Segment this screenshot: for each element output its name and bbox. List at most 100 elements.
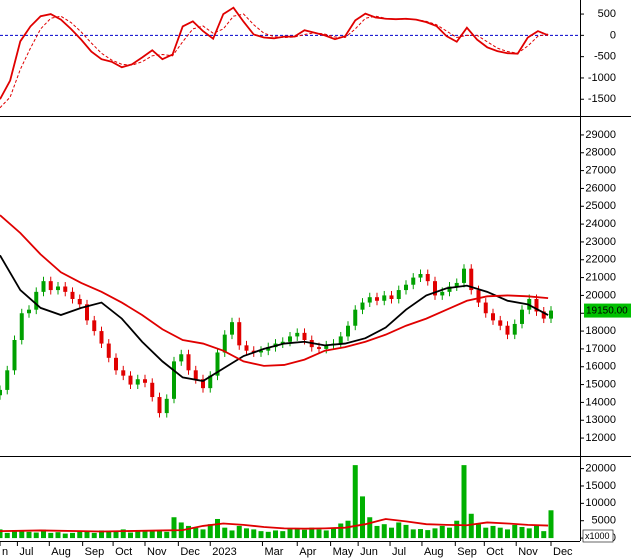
candle-body [324,345,329,349]
volume-bar [381,524,387,539]
candle-body [244,345,249,351]
volume-bar [360,496,365,539]
y-tick-label: -500 [594,51,616,63]
volume-bar [106,531,112,539]
candle-body [404,284,408,291]
x-tick-label: Oct [115,546,132,558]
volume-bar [186,525,191,539]
volume-bar [62,533,68,539]
volume-bar [4,532,10,539]
volume-bar [236,525,242,539]
volume-bar [483,527,489,539]
candle-body [338,336,343,344]
candle-body [172,361,176,399]
volume-bar [171,517,177,539]
candle-body [193,370,198,380]
candle-body [389,295,394,299]
candle-body [280,341,285,344]
x-tick-label: Dec [553,546,573,558]
volume-bar [251,529,257,539]
candle-body [295,332,300,337]
volume-bar [316,529,322,539]
volume-bar [323,530,329,539]
candle-body [208,375,213,389]
y-tick-label: 27000 [585,165,616,177]
volume-bar [280,531,286,539]
candle-body [512,323,517,335]
x-tick-label: n [2,546,8,558]
y-tick-label: 20000 [585,289,616,301]
candle-body [491,313,495,321]
candle-body [157,397,162,414]
panel [0,465,554,539]
volume-bar [265,531,271,539]
y-tick-label: 15000 [585,480,616,492]
volume-bar [77,531,83,539]
y-tick-label: 0 [610,29,616,41]
volume-bar [367,517,373,539]
volume-bar [120,529,126,539]
volume-bar [331,527,336,539]
candle-body [27,309,31,314]
candle-body [77,298,82,305]
volume-bar [519,526,525,539]
volume-bar [193,527,199,539]
candle-body [425,274,430,282]
x-tick-label: Mar [264,546,283,558]
candle-body [92,320,97,332]
candle-body [114,357,118,371]
x-tick-label: Aug [424,546,444,558]
volume-bar [200,529,206,539]
volume-bar [91,532,97,539]
volume-bar [273,530,278,539]
volume-bar [432,528,438,539]
candle-body [150,382,155,398]
x-tick-label: Nov [147,546,167,558]
candle-body [121,370,126,376]
x-tick-label: Oct [486,546,503,558]
candle-body [56,286,60,291]
volume-bar [70,532,75,539]
candle-body [128,375,133,385]
candle-body [483,302,488,314]
volume-bar [374,525,380,539]
candle-body [367,297,372,303]
volume-bar [497,527,503,539]
y-tick-label: 13000 [585,414,616,426]
y-tick-label: 21000 [585,271,616,283]
unit-box [582,529,614,543]
candle-body [230,322,234,335]
x-tick-label: Jun [360,546,378,558]
candle-body [41,281,46,292]
candle-body [186,354,191,371]
volume-bar [396,522,402,539]
y-tick-label: 14000 [585,396,616,408]
candle-body [302,332,307,340]
panel [0,214,553,418]
y-tick-label: 22000 [585,254,616,266]
x-tick-label: Aug [51,546,71,558]
candle-body [48,281,53,291]
volume-bar [418,529,423,539]
candle-body [447,286,452,292]
candle-body [99,331,104,344]
volume-bar [410,529,416,539]
volume-bar [476,524,481,539]
candle-body [520,309,524,324]
volume-bar [461,465,467,539]
volume-bar [19,530,25,539]
volume-bar [505,529,510,539]
candle-body [19,313,24,340]
candle-body [360,302,365,310]
candle-body [541,311,546,319]
volume-bar [33,532,39,539]
y-tick-label: 15000 [585,378,616,390]
y-tick-label: -1000 [588,72,616,84]
y-tick-label: -1500 [588,93,616,105]
candle-body [317,347,321,349]
volume-bar [345,520,351,539]
y-tick-label: 16000 [585,361,616,373]
volume-bar [447,527,452,539]
volume-bar [41,529,46,539]
candle-body [505,325,510,335]
